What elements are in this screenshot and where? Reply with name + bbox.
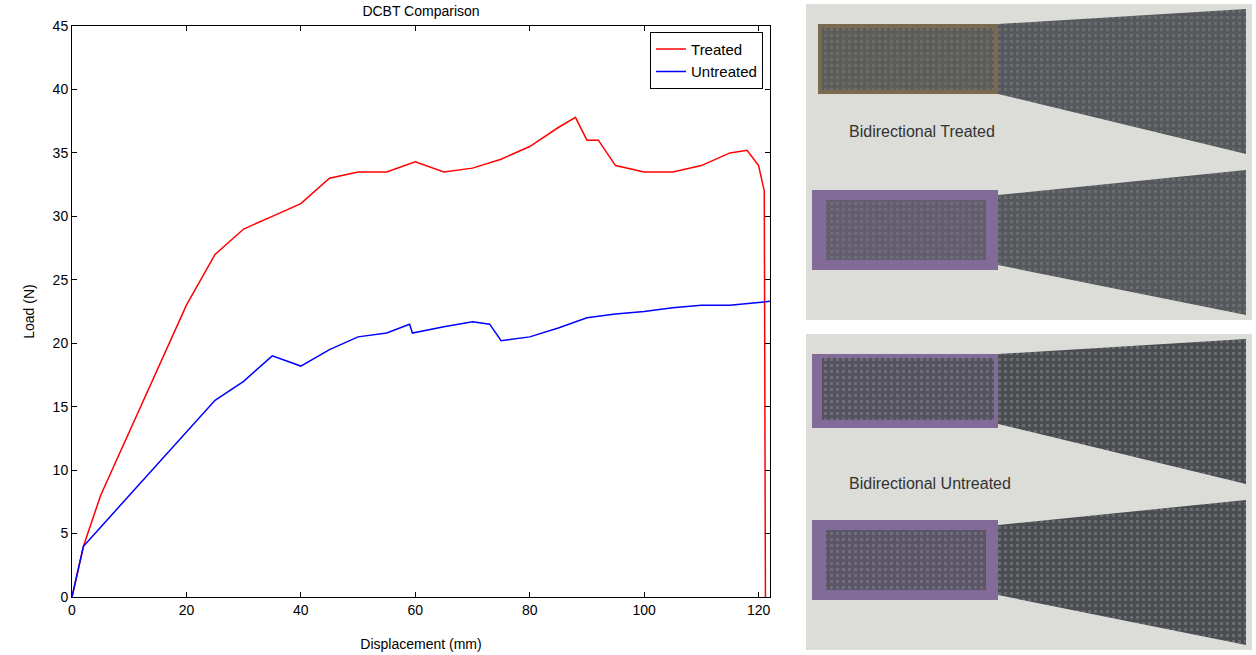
html-text:Bidirectional Treated: Bidirectional Treated — [849, 123, 995, 140]
svg-text:15: 15 — [53, 399, 69, 415]
svg-text:10: 10 — [53, 462, 69, 478]
svg-text:DCBT Comparison: DCBT Comparison — [362, 3, 479, 19]
svg-text:120: 120 — [747, 602, 771, 618]
svg-text:30: 30 — [53, 208, 69, 224]
svg-text:60: 60 — [407, 602, 423, 618]
svg-text:0: 0 — [60, 589, 68, 605]
svg-text:Load (N): Load (N) — [21, 284, 37, 338]
svg-text:Displacement (mm): Displacement (mm) — [360, 636, 481, 652]
svg-text:5: 5 — [60, 525, 68, 541]
svg-text:45: 45 — [53, 18, 69, 34]
html-text:Bidirectional Untreated: Bidirectional Untreated — [849, 475, 1011, 492]
svg-text:40: 40 — [293, 602, 309, 618]
svg-text:100: 100 — [632, 602, 656, 618]
svg-text:25: 25 — [53, 272, 69, 288]
svg-text:Untreated: Untreated — [691, 63, 757, 80]
svg-text:20: 20 — [179, 602, 195, 618]
svg-text:80: 80 — [522, 602, 538, 618]
svg-text:20: 20 — [53, 335, 69, 351]
svg-text:40: 40 — [53, 81, 69, 97]
svg-text:0: 0 — [68, 602, 76, 618]
svg-text:35: 35 — [53, 145, 69, 161]
svg-text:Treated: Treated — [691, 41, 742, 58]
